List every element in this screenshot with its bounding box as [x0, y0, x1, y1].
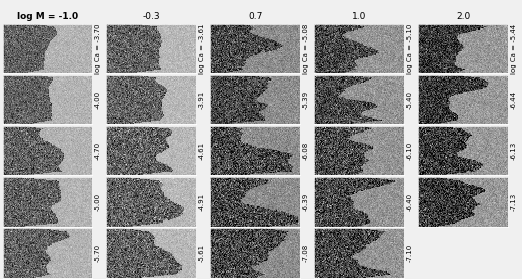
- Text: -6.39: -6.39: [303, 193, 309, 211]
- Text: 1.0: 1.0: [352, 12, 366, 21]
- Text: -5.39: -5.39: [303, 91, 309, 109]
- Text: -4.61: -4.61: [199, 142, 205, 160]
- Text: -5.00: -5.00: [95, 193, 101, 211]
- Text: -4.70: -4.70: [95, 142, 101, 160]
- Text: 0.7: 0.7: [248, 12, 263, 21]
- Text: log Ca = -5.10: log Ca = -5.10: [407, 23, 413, 74]
- Text: -6.40: -6.40: [407, 193, 413, 211]
- Text: -6.10: -6.10: [407, 141, 413, 160]
- Text: -7.10: -7.10: [407, 244, 413, 262]
- Text: log Ca = -5.44: log Ca = -5.44: [511, 23, 517, 74]
- Text: -6.08: -6.08: [303, 141, 309, 160]
- Text: log Ca = -3.61: log Ca = -3.61: [199, 23, 205, 74]
- Text: -5.70: -5.70: [95, 244, 101, 262]
- Text: -6.44: -6.44: [511, 91, 517, 109]
- Text: -7.13: -7.13: [511, 193, 517, 211]
- Text: -3.91: -3.91: [199, 90, 205, 109]
- Text: -5.40: -5.40: [407, 91, 413, 109]
- Text: log Ca = -3.70: log Ca = -3.70: [95, 23, 101, 74]
- Text: -5.61: -5.61: [199, 244, 205, 262]
- Text: -0.3: -0.3: [143, 12, 160, 21]
- Text: -6.13: -6.13: [511, 141, 517, 160]
- Text: log Ca = -5.08: log Ca = -5.08: [303, 23, 309, 74]
- Text: -7.08: -7.08: [303, 244, 309, 262]
- Text: -4.91: -4.91: [199, 193, 205, 211]
- Text: log M = -1.0: log M = -1.0: [17, 12, 78, 21]
- Text: 2.0: 2.0: [456, 12, 470, 21]
- Text: -4.00: -4.00: [95, 91, 101, 109]
